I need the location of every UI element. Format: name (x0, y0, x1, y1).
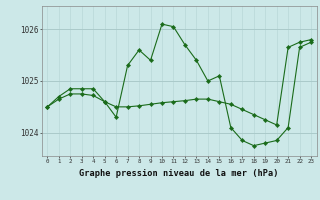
X-axis label: Graphe pression niveau de la mer (hPa): Graphe pression niveau de la mer (hPa) (79, 169, 279, 178)
